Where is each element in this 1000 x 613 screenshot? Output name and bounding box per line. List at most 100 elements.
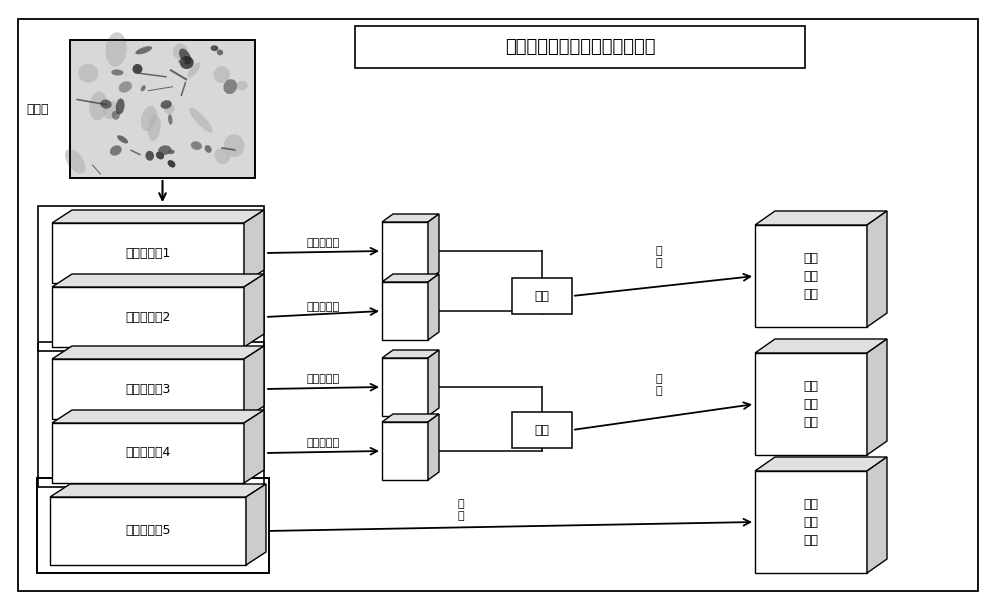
Ellipse shape <box>164 104 175 114</box>
Polygon shape <box>382 414 439 422</box>
Text: 低耦合合成: 低耦合合成 <box>307 438 340 448</box>
Text: 残差卷积块4: 残差卷积块4 <box>125 446 171 460</box>
Ellipse shape <box>211 45 218 51</box>
Polygon shape <box>244 410 264 483</box>
Bar <box>70 40 255 178</box>
Ellipse shape <box>78 64 98 83</box>
Ellipse shape <box>100 99 112 109</box>
Ellipse shape <box>103 101 118 119</box>
Ellipse shape <box>217 50 223 55</box>
Ellipse shape <box>141 85 146 91</box>
Text: 拼接: 拼接 <box>534 424 550 436</box>
Bar <box>382 358 428 416</box>
Text: 卷
积: 卷 积 <box>655 246 662 268</box>
Bar <box>70 40 255 178</box>
Ellipse shape <box>213 66 230 83</box>
Text: 高级
语义
特征: 高级 语义 特征 <box>804 498 818 547</box>
Bar <box>52 423 244 483</box>
Polygon shape <box>428 214 439 280</box>
Text: 卷
积: 卷 积 <box>457 500 464 521</box>
Polygon shape <box>52 410 264 423</box>
Ellipse shape <box>215 148 230 164</box>
Polygon shape <box>428 350 439 416</box>
Text: 残差卷积块1: 残差卷积块1 <box>125 246 171 259</box>
Ellipse shape <box>148 115 161 141</box>
Polygon shape <box>382 214 439 222</box>
Text: 高低耦合并行融合生成三类特征: 高低耦合并行融合生成三类特征 <box>505 38 655 56</box>
Ellipse shape <box>110 145 122 156</box>
Text: 低级
细节
特征: 低级 细节 特征 <box>804 251 818 300</box>
Polygon shape <box>867 339 887 455</box>
Ellipse shape <box>191 141 202 150</box>
Ellipse shape <box>179 48 191 64</box>
Text: 高耦合合成: 高耦合合成 <box>307 374 340 384</box>
Ellipse shape <box>119 82 132 93</box>
Bar <box>512 412 572 448</box>
Ellipse shape <box>178 59 185 64</box>
Ellipse shape <box>224 134 245 157</box>
Polygon shape <box>755 339 887 353</box>
Text: 残差卷积块2: 残差卷积块2 <box>125 311 171 324</box>
Bar <box>52 287 244 347</box>
Text: 残差卷积块5: 残差卷积块5 <box>125 525 171 538</box>
Bar <box>37 478 269 573</box>
Polygon shape <box>428 274 439 340</box>
Polygon shape <box>50 484 266 497</box>
Bar <box>755 471 867 573</box>
Ellipse shape <box>187 63 200 78</box>
Polygon shape <box>246 484 266 565</box>
Polygon shape <box>755 457 887 471</box>
Ellipse shape <box>168 160 175 167</box>
Ellipse shape <box>158 145 172 155</box>
Ellipse shape <box>112 111 120 120</box>
Bar <box>512 278 572 314</box>
Ellipse shape <box>65 149 85 173</box>
Ellipse shape <box>189 108 213 132</box>
Ellipse shape <box>237 81 248 91</box>
Polygon shape <box>52 346 264 359</box>
Bar <box>382 282 428 340</box>
Bar <box>382 222 428 280</box>
Ellipse shape <box>145 151 154 161</box>
Text: 中级
综合
特征: 中级 综合 特征 <box>804 379 818 428</box>
Polygon shape <box>428 414 439 480</box>
Polygon shape <box>52 274 264 287</box>
Ellipse shape <box>132 64 142 74</box>
Polygon shape <box>52 210 264 223</box>
Bar <box>382 422 428 480</box>
Polygon shape <box>244 274 264 347</box>
Polygon shape <box>244 346 264 419</box>
Polygon shape <box>867 211 887 327</box>
Ellipse shape <box>135 46 152 55</box>
Bar <box>38 342 264 487</box>
Ellipse shape <box>205 145 212 153</box>
Ellipse shape <box>173 44 187 59</box>
Polygon shape <box>755 211 887 225</box>
Text: 低耦合合成: 低耦合合成 <box>307 302 340 312</box>
Ellipse shape <box>156 151 164 159</box>
Ellipse shape <box>105 32 127 67</box>
Ellipse shape <box>89 91 107 121</box>
Ellipse shape <box>168 114 172 125</box>
Polygon shape <box>382 274 439 282</box>
Bar <box>355 26 805 68</box>
Polygon shape <box>382 350 439 358</box>
Ellipse shape <box>141 106 157 131</box>
Polygon shape <box>244 210 264 283</box>
Text: 卷
积: 卷 积 <box>655 375 662 396</box>
Text: 高耦合合成: 高耦合合成 <box>307 238 340 248</box>
Text: 残差卷积块3: 残差卷积块3 <box>125 383 171 395</box>
Ellipse shape <box>180 56 194 69</box>
Polygon shape <box>867 457 887 573</box>
Bar <box>38 206 264 351</box>
Ellipse shape <box>111 69 123 75</box>
Text: 拼接: 拼接 <box>534 289 550 302</box>
Bar <box>52 359 244 419</box>
Ellipse shape <box>117 135 128 143</box>
Ellipse shape <box>168 150 175 154</box>
Text: 原图片: 原图片 <box>27 102 49 115</box>
Ellipse shape <box>161 100 172 109</box>
Bar <box>755 353 867 455</box>
Bar <box>50 497 246 565</box>
Ellipse shape <box>116 99 125 115</box>
